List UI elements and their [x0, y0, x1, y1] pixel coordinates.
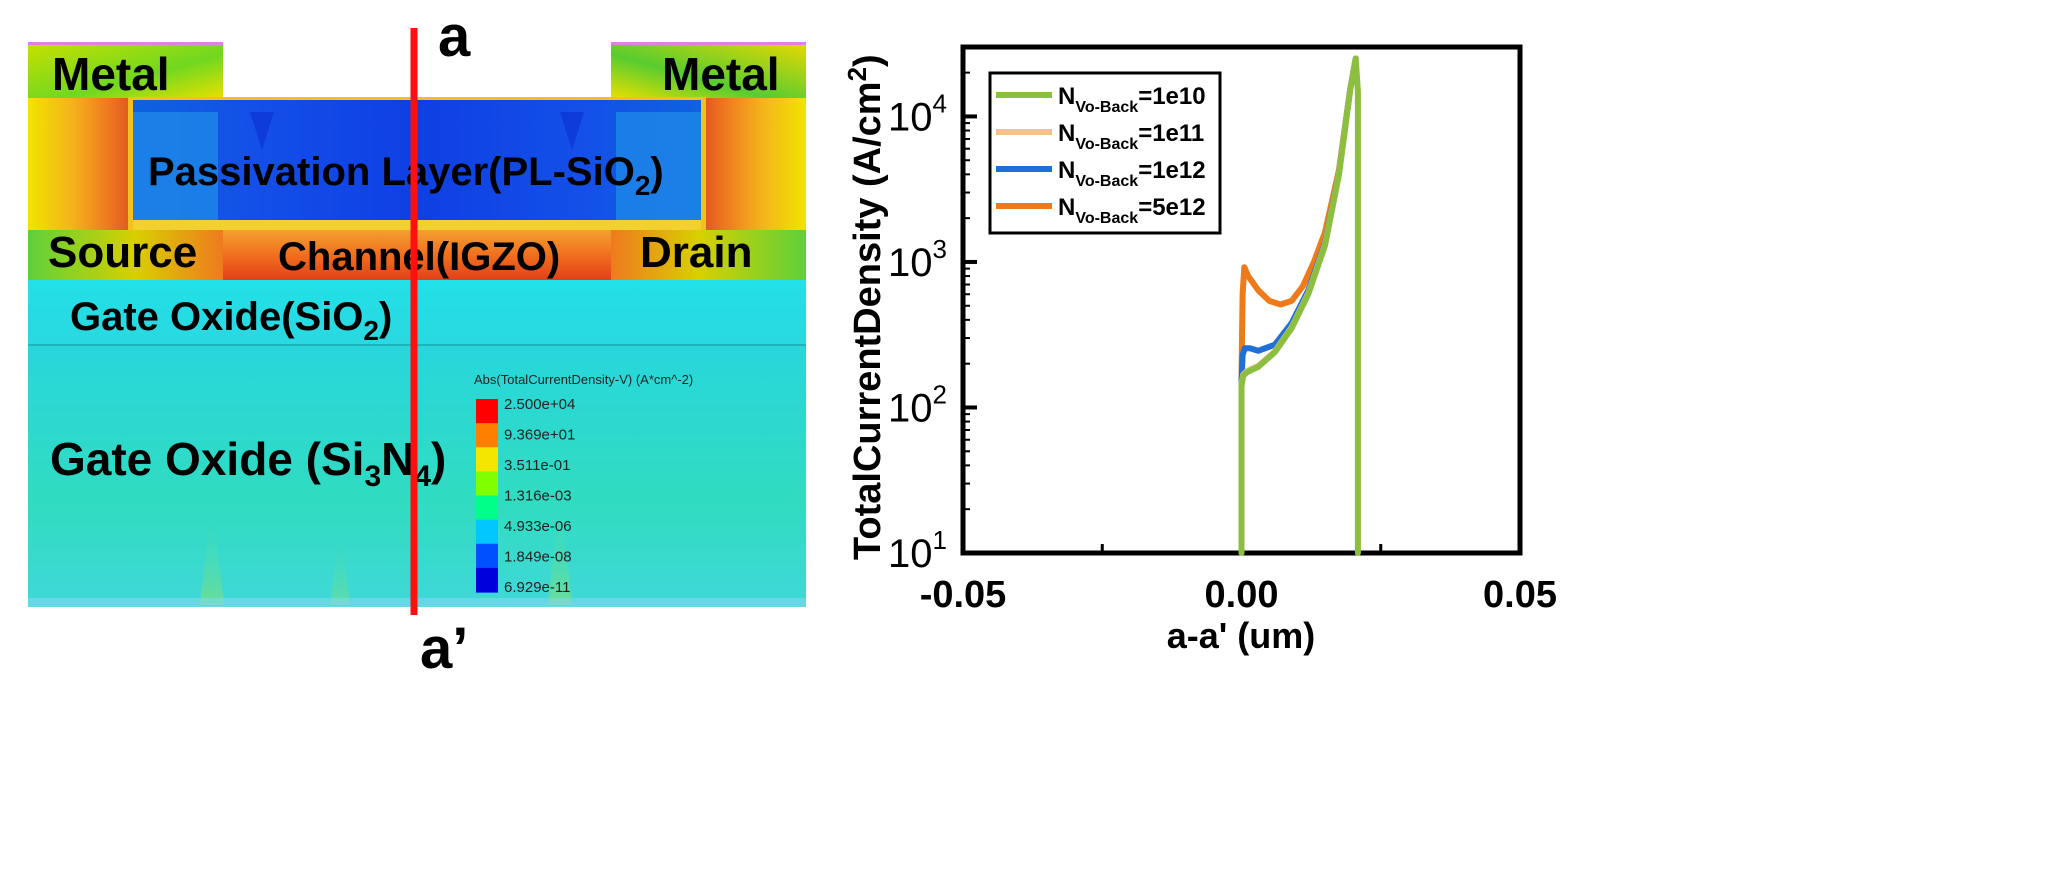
cutline-top-label: a — [438, 4, 471, 69]
field-spike-right — [548, 490, 572, 605]
metal-left-top-edge — [28, 42, 223, 45]
metal-right-label: Metal — [662, 48, 780, 100]
colorbar-swatch — [476, 567, 498, 593]
colorbar-swatch — [476, 447, 498, 472]
channel-label: Channel(IGZO) — [278, 235, 560, 279]
passivation-left-glow — [133, 112, 218, 225]
metal-right-top-edge — [611, 42, 806, 45]
chart: 101 102 103 104 -0.05 0.00 0.05 TotalCurrentD… — [842, 44, 1557, 656]
drain-region — [611, 230, 806, 280]
series-layer — [1238, 55, 1361, 556]
source-label: Source — [48, 228, 197, 277]
colorbar-tick-label: 1.316e-03 — [504, 488, 572, 505]
y-tick-label: 103 — [888, 234, 947, 285]
x-tick-label: 0.05 — [1483, 574, 1557, 616]
gate-oxide-sio2-label: Gate Oxide(SiO2) — [70, 295, 392, 346]
colorbar-tick-label: 6.929e-11 — [504, 579, 570, 596]
colorbar-tick-label: 1.849e-08 — [504, 549, 572, 566]
colorbar-tick-label: 9.369e+01 — [504, 427, 575, 444]
colorbar-tick-label: 4.933e-06 — [504, 518, 572, 535]
colorbar-swatch — [476, 519, 498, 545]
x-tick-label: 0.00 — [1205, 574, 1279, 616]
legend: NVo-Back=1e10 NVo-Back=1e11 NVo-Back=1e12 N… — [988, 71, 1222, 235]
y-axis-ticks: 101 102 103 104 — [888, 46, 977, 576]
colorbar-swatches — [476, 399, 498, 593]
passivation-label: Passivation Layer(PL-SiO2) — [148, 150, 664, 201]
colorbar-swatch — [476, 399, 498, 424]
series-line-1e12 — [1238, 55, 1359, 487]
colorbar-tick-label: 3.511e-01 — [504, 457, 570, 474]
x-axis-label: a-a' (um) — [1167, 615, 1316, 656]
legend-label: NVo-Back=1e10 — [1058, 83, 1206, 116]
colorbar-swatch — [476, 471, 498, 497]
legend-box — [988, 71, 1222, 235]
device-cross-section: Metal Metal Passivation Layer(PL-SiO2) S… — [28, 4, 806, 681]
metal-left-pad — [28, 43, 223, 98]
legend-label: NVo-Back=1e12 — [1058, 157, 1206, 190]
colorbar: Abs(TotalCurrentDensity-V) (A*cm^-2) 2.5… — [474, 372, 693, 596]
metal-left-label: Metal — [52, 48, 170, 100]
colorbar-ticks: 2.500e+04 9.369e+01 3.511e-01 1.316e-03 4.93… — [504, 396, 575, 596]
x-tick-label: -0.05 — [920, 574, 1007, 616]
y-tick-label: 101 — [888, 525, 947, 576]
source-region — [28, 230, 223, 280]
y-tick-label: 104 — [888, 88, 947, 139]
passivation-dark-notch-left — [250, 112, 274, 150]
legend-items: NVo-Back=1e10 NVo-Back=1e11 NVo-Back=1e12 N… — [996, 83, 1206, 227]
x-axis-ticks: -0.05 0.00 0.05 — [920, 539, 1557, 616]
colorbar-swatch — [476, 423, 498, 448]
drain-label: Drain — [640, 228, 752, 277]
colorbar-tick-label: 2.500e+04 — [504, 396, 575, 413]
legend-label: NVo-Back=1e11 — [1058, 120, 1204, 153]
series-line-5e12 — [1238, 55, 1359, 443]
gate-oxide-si3n4-label: Gate Oxide (Si3N4) — [50, 433, 446, 493]
passivation-dark-notch-right — [560, 112, 584, 150]
y-tick-label: 102 — [888, 379, 947, 430]
colorbar-swatch — [476, 543, 498, 569]
series-line-1e10 — [1238, 55, 1361, 556]
colorbar-title: Abs(TotalCurrentDensity-V) (A*cm^-2) — [474, 372, 693, 387]
series-line-1e11 — [1238, 55, 1359, 487]
legend-label: NVo-Back=5e12 — [1058, 194, 1206, 227]
colorbar-swatch — [476, 495, 498, 521]
cutline-bottom-label: a’ — [420, 616, 468, 681]
passivation-right-glow — [616, 112, 701, 225]
y-axis-label: TotalCurrentDensity (A/cm2) — [842, 54, 889, 560]
metal-right-pad — [611, 43, 806, 98]
field-spike-mid — [330, 520, 350, 605]
field-spike-left — [200, 500, 224, 605]
